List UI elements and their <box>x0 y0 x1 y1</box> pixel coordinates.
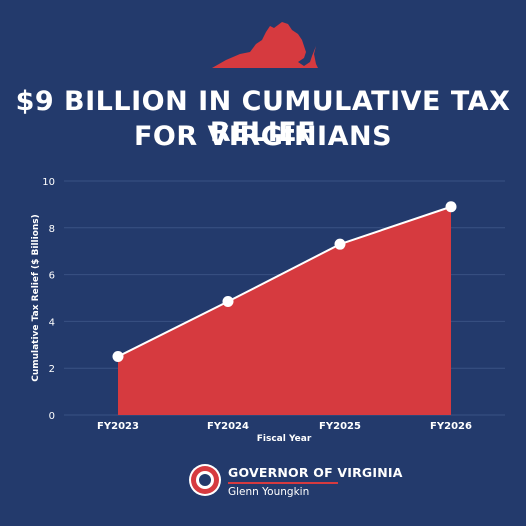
virginia-state-icon <box>212 22 318 68</box>
y-axis-label: Cumulative Tax Relief ($ Billions) <box>31 214 41 382</box>
y-tick-label: 4 <box>49 317 55 328</box>
y-tick-label: 6 <box>49 271 55 282</box>
data-point <box>222 296 234 308</box>
y-tick-label: 8 <box>49 224 55 235</box>
series-line <box>117 205 452 358</box>
y-tick-label: 10 <box>42 177 55 188</box>
x-tick-label: FY2025 <box>319 421 361 432</box>
data-point <box>334 238 346 250</box>
footer-org-name: GOVERNOR OF VIRGINIA <box>228 465 403 480</box>
x-tick-label: FY2024 <box>207 421 249 432</box>
x-axis-label: Fiscal Year <box>257 434 312 444</box>
footer-divider <box>228 482 338 484</box>
virginia-seal-icon <box>189 464 221 496</box>
data-point <box>112 351 124 362</box>
series-area <box>118 206 451 415</box>
chart-title-line-1: $9 BILLION IN CUMULATIVE TAX RELIEF <box>15 86 511 148</box>
chart-title-line-2: FOR VIRGINIANS <box>133 121 393 152</box>
footer-person-name: Glenn Youngkin <box>228 486 310 498</box>
x-tick-label: FY2023 <box>97 421 139 432</box>
y-tick-label: 2 <box>49 364 55 375</box>
data-point <box>445 201 457 213</box>
y-tick-label: 0 <box>49 411 55 422</box>
x-tick-label: FY2026 <box>430 421 472 432</box>
